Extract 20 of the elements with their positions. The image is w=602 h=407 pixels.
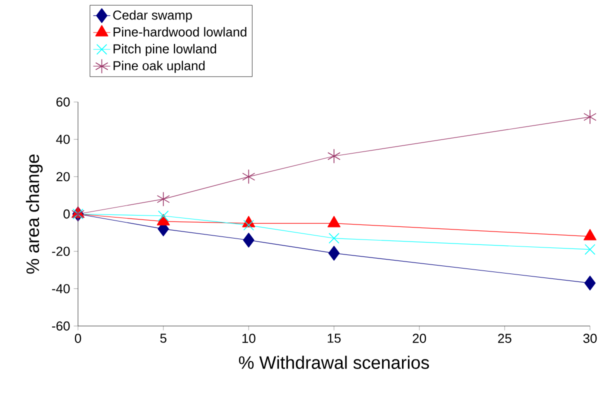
x-tick-label: 20 <box>412 334 426 343</box>
legend-label: Pine-hardwood lowland <box>114 27 246 37</box>
x-tick-label: 10 <box>242 334 256 343</box>
y-tick-label: 60 <box>56 97 70 107</box>
x-tick-label: 30 <box>583 334 597 343</box>
y-tick-label: 0 <box>64 209 70 219</box>
legend-label: Pine oak upland <box>114 60 205 73</box>
y-tick-label: 40 <box>56 134 70 144</box>
x-axis-title: % Withdrawal scenarios <box>238 356 429 369</box>
y-axis-title: % area change <box>26 154 43 274</box>
x-tick-label: 25 <box>498 334 512 343</box>
y-tick-label: -60 <box>52 321 70 331</box>
x-tick-label: 5 <box>160 334 166 343</box>
legend-label: Cedar swamp <box>113 10 192 22</box>
y-tick-label: 20 <box>56 172 70 182</box>
x-tick-label: 15 <box>328 334 341 343</box>
legend-label: Pitch pine lowland <box>114 44 216 56</box>
y-tick-label: -40 <box>52 284 70 294</box>
x-tick-label: 0 <box>74 334 82 343</box>
y-tick-label: -20 <box>52 246 70 256</box>
